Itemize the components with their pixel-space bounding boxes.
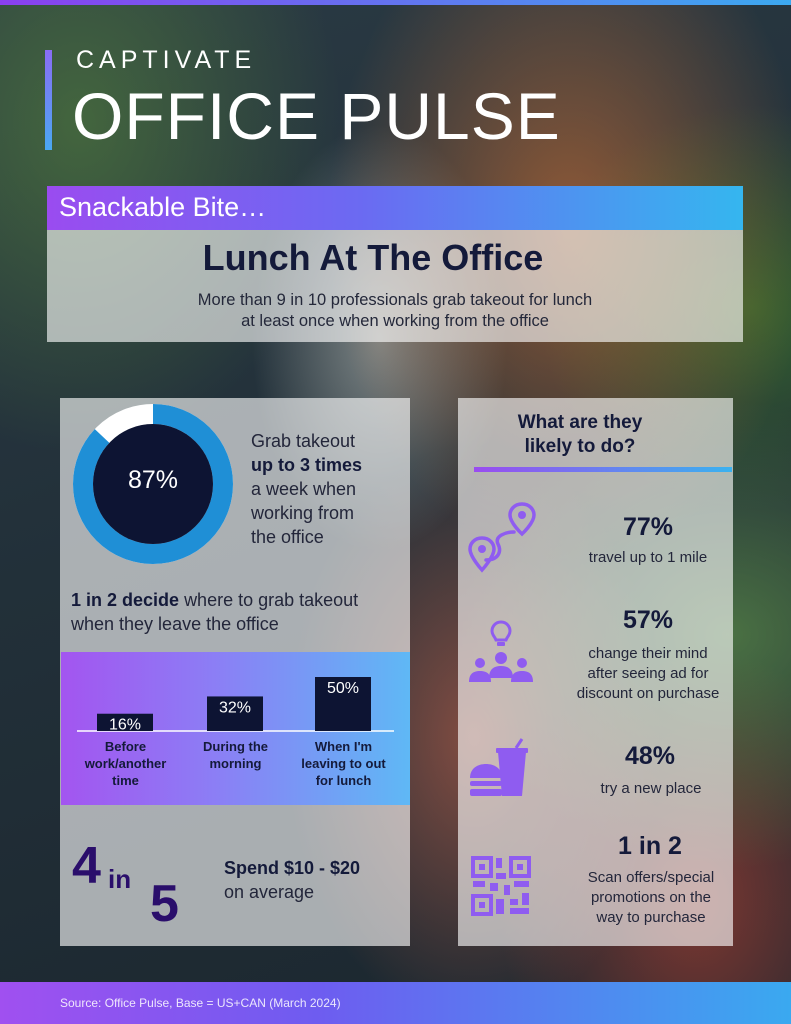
- right-title-line: likely to do?: [524, 436, 636, 457]
- right-title-line: What are they: [517, 412, 643, 433]
- bar-category-label-line: time: [112, 773, 139, 788]
- brand-name: CAPTIVATE: [76, 46, 257, 74]
- stat-word: in: [108, 864, 132, 894]
- takeout-donut-chart: [73, 404, 233, 564]
- stat-desc-line: discount on purchase: [576, 685, 720, 702]
- bar-category-label-line: for lunch: [315, 773, 372, 788]
- headline-subtitle: More than 9 in 10 professionals grab tak…: [47, 290, 743, 332]
- bar-category-label-line: Before: [104, 739, 147, 754]
- takeout-line: a week when: [251, 479, 357, 499]
- bar: [315, 677, 371, 731]
- headline-subtitle-line: More than 9 in 10 professionals grab tak…: [197, 291, 593, 309]
- bar-value-label: 32%: [219, 699, 251, 716]
- stat-description: change their mind after seeing ad for di…: [563, 644, 733, 704]
- stat-desc-line: way to purchase: [596, 909, 706, 926]
- decision-timing-bar-chart: 16% 32% 50%: [77, 677, 394, 734]
- stat-desc-line: try a new place: [600, 780, 702, 797]
- right-title-rule: [474, 467, 732, 472]
- bar-value-label: 50%: [327, 680, 359, 697]
- bar-category-label: When I'm leaving to out for lunch: [291, 738, 396, 789]
- headline-title: Lunch At The Office: [202, 237, 544, 278]
- spend-title: Spend $10 - $20: [224, 858, 361, 878]
- stat-description: Scan offers/special promotions on the wa…: [566, 868, 736, 928]
- spend-subtitle: on average: [224, 882, 315, 902]
- takeout-line: Grab takeout: [251, 431, 356, 451]
- stat-desc-line: after seeing ad for: [587, 665, 709, 682]
- stat-number-b: 5: [150, 875, 179, 933]
- stat-description: try a new place: [566, 779, 736, 799]
- donut-value-ring: [73, 404, 233, 564]
- brand-accent-bar: [45, 50, 52, 150]
- takeout-line-bold: up to 3 times: [251, 453, 401, 477]
- donut-center: [93, 424, 213, 544]
- headline-subtitle-line: at least once when working from the offi…: [241, 312, 549, 330]
- bar-category-label-line: When I'm: [314, 739, 373, 754]
- stat-desc-line: Scan offers/special: [587, 869, 715, 886]
- decide-statement: 1 in 2 decide where to grab takeout when…: [71, 588, 403, 636]
- footer-bar: [0, 982, 791, 1024]
- bar-category-label-line: work/another: [84, 756, 167, 771]
- takeout-frequency-text: Grab takeout up to 3 times a week when w…: [251, 429, 401, 549]
- stat-number-a: 4: [72, 837, 101, 895]
- source-footnote: Source: Office Pulse, Base = US+CAN (Mar…: [60, 996, 341, 1010]
- bar: [207, 696, 263, 731]
- decide-bold: 1 in 2 decide: [71, 590, 180, 610]
- snackable-bite-banner: Snackable Bite…: [47, 186, 743, 230]
- decide-rest: where to grab takeout when they leave th…: [71, 590, 359, 634]
- takeout-bold: up to 3 times: [251, 455, 363, 475]
- bar: [97, 713, 153, 731]
- takeout-line: working from: [251, 503, 355, 523]
- qr-code-icon: [471, 856, 531, 916]
- stat-value: 48%: [624, 742, 676, 770]
- stat-value: 57%: [622, 606, 674, 634]
- bar-category-label: Before work/another time: [73, 738, 178, 789]
- bar-category-label-line: leaving to out: [301, 756, 386, 771]
- stat-description: travel up to 1 mile: [563, 548, 733, 568]
- brand-product-title: OFFICE PULSE: [72, 79, 561, 153]
- bar-category-label-line: During the: [203, 739, 268, 754]
- donut-value-label: 87%: [127, 466, 179, 494]
- right-panel-title: What are they likely to do?: [478, 411, 682, 459]
- stat-value: 1 in 2: [618, 832, 682, 860]
- group-idea-icon: [469, 620, 533, 682]
- stat-value: 77%: [622, 513, 674, 541]
- four-in-five-stat: 4 in 5: [70, 834, 195, 934]
- bar-category-label-line: morning: [209, 756, 262, 771]
- bar-value-label: 16%: [109, 717, 141, 734]
- headline-panel: Lunch At The Office More than 9 in 10 pr…: [47, 230, 743, 342]
- bar-category-label: During the morning: [183, 738, 288, 772]
- route-map-pin-icon: [468, 502, 536, 573]
- takeout-line: the office: [251, 527, 324, 547]
- top-accent-bar: [0, 0, 791, 5]
- stat-desc-line: change their mind: [588, 645, 708, 662]
- stat-desc-line: promotions on the: [590, 889, 712, 906]
- fast-food-icon: [470, 738, 528, 796]
- stat-desc-line: travel up to 1 mile: [588, 549, 708, 566]
